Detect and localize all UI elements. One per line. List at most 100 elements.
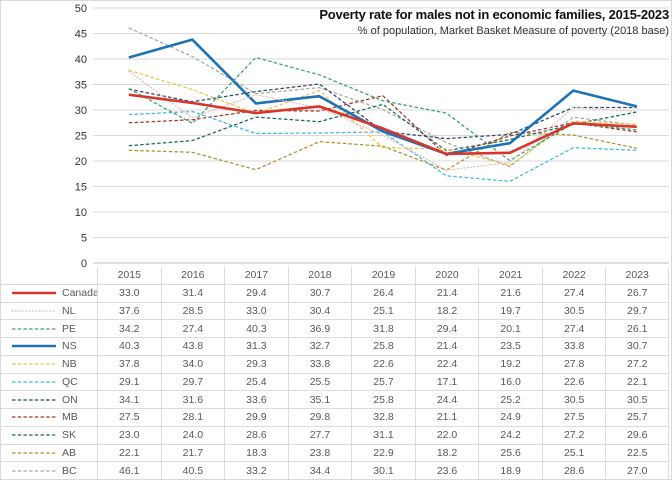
value-cell-nl-2019: 25.1: [351, 302, 415, 321]
value-cell-sk-2022: 27.2: [541, 426, 606, 445]
value-cell-sk-2016: 24.0: [160, 426, 225, 445]
series-name-label: NL: [62, 304, 76, 317]
value-cell-ns-2018: 32.7: [287, 338, 352, 356]
value-cell-ns-2021: 23.5: [478, 338, 542, 356]
value-cell-on-2016: 31.6: [160, 391, 225, 409]
value-cell-qc-2023: 22.1: [605, 373, 669, 392]
series-name-label: NS: [62, 340, 77, 353]
value-cell-nb-2020: 22.4: [414, 355, 479, 374]
series-label-cell-sk: SK: [1, 427, 97, 445]
value-cell-sk-2019: 31.1: [351, 426, 415, 445]
value-cell-nb-2022: 27.8: [541, 355, 606, 374]
legend-swatch-ns: [12, 345, 56, 348]
series-name-label: PE: [62, 322, 77, 335]
value-cell-on-2018: 35.1: [287, 391, 352, 409]
series-line-mb: [128, 95, 637, 157]
year-header-2019: 2019: [351, 267, 415, 285]
series-line-nl: [128, 70, 638, 171]
value-cell-sk-2017: 28.6: [224, 426, 288, 445]
value-cell-canada-2021: 21.6: [478, 284, 542, 303]
value-cell-pe-2021: 20.1: [478, 320, 542, 338]
value-cell-ab-2020: 18.2: [414, 444, 479, 463]
value-cell-canada-2023: 26.7: [605, 284, 669, 303]
value-cell-on-2019: 25.8: [351, 391, 415, 409]
value-cell-qc-2021: 16.0: [478, 373, 542, 392]
value-cell-nl-2018: 30.4: [287, 302, 352, 321]
table-row-bc: BC 46.1 40.5 33.2 34.4 30.1 23.6 18.9 28.6 27.0: [1, 462, 669, 479]
value-cell-mb-2019: 32.8: [351, 409, 415, 427]
chart-title: Poverty rate for males not in economic f…: [319, 7, 669, 22]
y-axis-tick-label: 40: [75, 54, 87, 66]
series-line-sk: [128, 103, 637, 152]
value-cell-pe-2020: 29.4: [414, 320, 479, 338]
value-cell-qc-2016: 29.7: [160, 373, 225, 392]
value-cell-qc-2019: 25.7: [351, 373, 415, 392]
series-name-label: SK: [62, 429, 77, 442]
value-cell-ns-2015: 40.3: [97, 338, 161, 356]
table-row-sk: SK 23.0 24.0 28.6 27.7 31.1 22.0 24.2 27.2 29.6: [1, 426, 669, 445]
legend-swatch-on: [12, 399, 56, 401]
value-cell-nl-2015: 37.6: [97, 302, 161, 321]
value-cell-ab-2019: 22.9: [351, 444, 415, 463]
value-cell-bc-2020: 23.6: [414, 462, 479, 479]
value-cell-canada-2016: 31.4: [160, 284, 225, 303]
value-cell-bc-2019: 30.1: [351, 462, 415, 479]
value-cell-ns-2020: 21.4: [414, 338, 479, 356]
value-cell-ns-2016: 43.8: [160, 338, 225, 356]
value-cell-pe-2018: 36.9: [287, 320, 352, 338]
y-axis-tick-label: 35: [75, 79, 87, 91]
value-cell-mb-2022: 27.5: [541, 409, 606, 427]
series-lines: [128, 27, 638, 183]
value-cell-pe-2016: 27.4: [160, 320, 225, 338]
value-cell-bc-2015: 46.1: [97, 462, 161, 479]
value-cell-pe-2015: 34.2: [97, 320, 161, 338]
value-cell-mb-2020: 21.1: [414, 409, 479, 427]
series-name-label: BC: [62, 464, 77, 477]
value-cell-on-2017: 33.6: [224, 391, 288, 409]
value-cell-ab-2018: 23.8: [287, 444, 352, 463]
table-row-nl: NL 37.6 28.5 33.0 30.4 25.1 18.2 19.7 30.5 29.7: [1, 302, 669, 321]
year-header-2016: 2016: [160, 267, 225, 285]
value-cell-ab-2022: 25.1: [541, 444, 606, 463]
value-cell-nb-2021: 19.2: [478, 355, 542, 374]
value-cell-qc-2017: 25.4: [224, 373, 288, 392]
value-cell-bc-2016: 40.5: [160, 462, 225, 479]
value-cell-canada-2015: 33.0: [97, 284, 161, 303]
value-cell-nl-2021: 19.7: [478, 302, 542, 321]
series-label-cell-canada: Canada: [1, 285, 97, 303]
value-cell-pe-2019: 31.8: [351, 320, 415, 338]
table-row-qc: QC 29.1 29.7 25.4 25.5 25.7 17.1 16.0 22.6 22.1: [1, 373, 669, 392]
series-label-cell-ab: AB: [1, 445, 97, 463]
value-cell-on-2021: 25.2: [478, 391, 542, 409]
series-label-cell-mb: MB: [1, 409, 97, 427]
value-cell-mb-2015: 27.5: [97, 409, 161, 427]
y-axis-tick-label: 50: [75, 3, 87, 15]
y-axis-tick-label: 5: [81, 232, 87, 244]
table-row-on: ON 34.1 31.6 33.6 35.1 25.8 24.4 25.2 30.5 30.5: [1, 391, 669, 409]
value-cell-nb-2023: 27.2: [605, 355, 669, 374]
value-cell-on-2015: 34.1: [97, 391, 161, 409]
legend-swatch-nb: [12, 363, 56, 365]
value-cell-nb-2017: 29.3: [224, 355, 288, 374]
legend-swatch-nl: [11, 310, 57, 312]
series-label-cell-ns: NS: [1, 338, 97, 356]
y-axis-tick-label: 0: [81, 258, 87, 267]
year-header-2020: 2020: [414, 267, 479, 285]
series-line-bc: [128, 27, 637, 168]
value-cell-nb-2015: 37.8: [97, 355, 161, 374]
value-cell-bc-2023: 27.0: [605, 462, 669, 479]
series-name-label: AB: [62, 446, 77, 459]
series-label-cell-pe: PE: [1, 320, 97, 338]
y-axis-tick-label: 10: [75, 207, 87, 219]
value-cell-on-2023: 30.5: [605, 391, 669, 409]
value-cell-ns-2022: 33.8: [541, 338, 606, 356]
table-row-ns: NS 40.3 43.8 31.3 32.7 25.8 21.4 23.5 33.8 30.7: [1, 338, 669, 356]
series-label-cell-bc: BC: [1, 462, 97, 479]
value-cell-ns-2019: 25.8: [351, 338, 415, 356]
series-line-ab: [128, 131, 637, 171]
value-cell-nb-2016: 34.0: [160, 355, 225, 374]
y-axis-tick-label: 45: [75, 28, 87, 40]
value-cell-ab-2021: 25.6: [478, 444, 542, 463]
series-label-cell-qc: QC: [1, 374, 97, 392]
value-cell-mb-2021: 24.9: [478, 409, 542, 427]
